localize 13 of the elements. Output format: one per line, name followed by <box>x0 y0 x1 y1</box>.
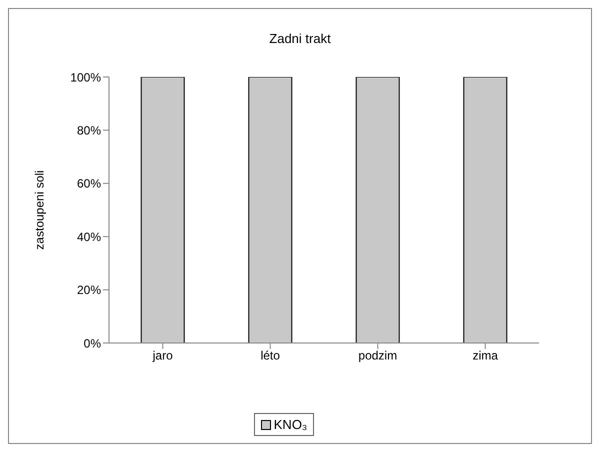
x-tick-label: zima <box>472 348 498 363</box>
y-tick-label: 80% <box>76 123 102 138</box>
y-axis-title: zastoupeni soli <box>32 170 46 250</box>
legend-label: KNO₃ <box>274 417 308 432</box>
chart-title: Zadni trakt <box>268 30 332 48</box>
y-tick-label: 100% <box>70 70 102 84</box>
x-tick-label: léto <box>260 348 280 363</box>
y-tick-label: 40% <box>76 230 102 244</box>
x-tick-label: jaro <box>152 348 174 363</box>
y-tick-label: 60% <box>76 176 102 191</box>
x-tick-label: podzim <box>358 348 398 363</box>
y-tick-label: 0% <box>84 336 102 350</box>
y-tick-label: 20% <box>76 283 102 298</box>
